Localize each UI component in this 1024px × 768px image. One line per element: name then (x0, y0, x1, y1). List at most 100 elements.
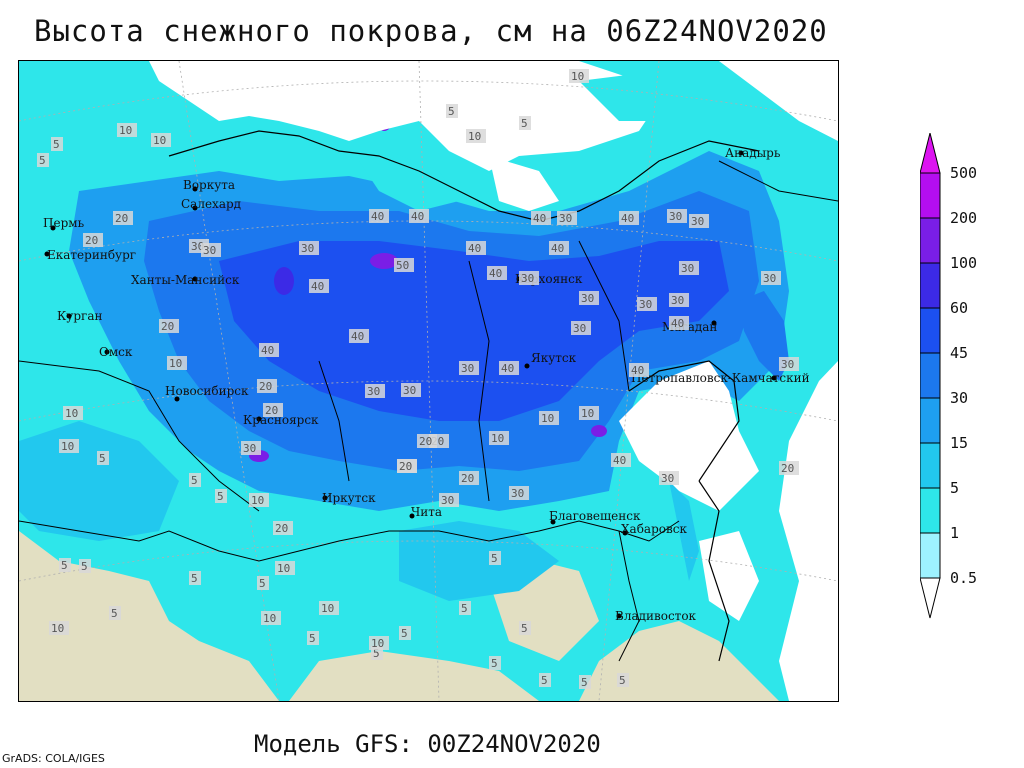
city-label: Анадырь (725, 146, 781, 160)
city-dot (738, 150, 744, 156)
colorbar-level-label: 100 (950, 254, 977, 272)
city-label: Омск (99, 345, 133, 359)
contour-label: 10 (319, 601, 339, 615)
city-dot (524, 363, 530, 369)
contour-label: 5 (215, 489, 227, 503)
svg-text:20: 20 (275, 522, 288, 535)
contour-label: 5 (51, 137, 63, 151)
deep-snow-pocket (274, 267, 294, 295)
svg-text:5: 5 (309, 632, 316, 645)
svg-text:30: 30 (243, 442, 256, 455)
svg-text:40: 40 (311, 280, 324, 293)
city-dot (616, 613, 622, 619)
city-label: Благовещенск (549, 509, 641, 523)
bering-sea (719, 61, 838, 141)
contour-label: 10 (49, 621, 69, 635)
svg-text:5: 5 (581, 676, 588, 689)
city-dot (192, 186, 198, 192)
svg-text:5: 5 (61, 559, 68, 572)
contour-label: 40 (309, 279, 329, 293)
contour-label: 30 (509, 486, 529, 500)
contour-label: 5 (519, 621, 531, 635)
contour-label: 5 (489, 551, 501, 565)
svg-text:30: 30 (511, 487, 524, 500)
city-dot (50, 225, 56, 231)
svg-text:30: 30 (573, 322, 586, 335)
svg-text:5: 5 (53, 138, 60, 151)
svg-text:30: 30 (669, 210, 682, 223)
contour-label: 30 (519, 271, 539, 285)
contour-label: 40 (259, 343, 279, 357)
svg-text:40: 40 (411, 210, 424, 223)
contour-label: 5 (79, 559, 91, 573)
city-label: Чита (411, 505, 442, 519)
contour-label: 10 (579, 406, 599, 420)
contour-label: 30 (201, 243, 221, 257)
svg-text:10: 10 (263, 612, 276, 625)
contour-label: 20 (263, 403, 283, 417)
svg-text:30: 30 (671, 294, 684, 307)
grads-credit: GrADS: COLA/IGES (2, 752, 105, 765)
contour-label: 5 (617, 673, 629, 687)
contour-label: 40 (499, 361, 519, 375)
svg-text:5: 5 (217, 490, 224, 503)
svg-text:30: 30 (763, 272, 776, 285)
deep-snow-pocket (370, 253, 398, 269)
svg-text:40: 40 (613, 454, 626, 467)
svg-text:50: 50 (396, 259, 409, 272)
contour-label: 10 (369, 636, 389, 650)
contour-label: 30 (679, 261, 699, 275)
contour-label: 20 (257, 379, 277, 393)
svg-text:40: 40 (501, 362, 514, 375)
contour-label: 30 (439, 493, 459, 507)
model-footer: Модель GFS: 00Z24NOV2020 (254, 730, 601, 758)
svg-text:20: 20 (161, 320, 174, 333)
snow-depth-map: Анадырь Воркута Салехард Пермь Екатеринб… (18, 60, 839, 702)
coastline (168, 130, 760, 662)
svg-text:30: 30 (367, 385, 380, 398)
contour-label: 30 (689, 214, 709, 228)
svg-text:20: 20 (419, 435, 432, 448)
city-label: Владивосток (615, 609, 697, 623)
colorbar-bottom-triangle (920, 577, 941, 619)
city-dot (44, 251, 50, 257)
svg-text:5: 5 (373, 647, 380, 660)
contour-label: 10 (466, 129, 486, 143)
contour-label: 40 (409, 209, 429, 223)
svg-text:5: 5 (191, 474, 198, 487)
contour-label: 10 (249, 493, 269, 507)
colorbar-level-label: 1 (950, 524, 959, 542)
svg-text:40: 40 (371, 210, 384, 223)
colorbar-level-label: 30 (950, 389, 968, 407)
bare-land-mongolia (289, 651, 539, 701)
city-label: Хабаровск (621, 522, 687, 536)
contour-label: 30 (761, 271, 781, 285)
contour-label: 10 (275, 561, 295, 575)
svg-text:10: 10 (251, 494, 264, 507)
svg-text:30: 30 (301, 242, 314, 255)
svg-text:5: 5 (191, 572, 198, 585)
city-dot (711, 320, 717, 326)
colorbar-level-label: 5 (950, 479, 959, 497)
svg-text:30: 30 (521, 272, 534, 285)
contour-label: 30 (365, 384, 385, 398)
svg-text:20: 20 (259, 380, 272, 393)
sakhalin (669, 481, 699, 581)
colorbar-blocks (920, 133, 941, 619)
svg-text:5: 5 (401, 627, 408, 640)
contour-label: 20 (459, 471, 479, 485)
sea-of-japan (699, 531, 759, 621)
contour-label: 20 (417, 434, 437, 448)
contour-label: 20 (159, 319, 179, 333)
city-label: Пермь (43, 216, 85, 230)
svg-text:10: 10 (468, 130, 481, 143)
svg-text:20: 20 (399, 460, 412, 473)
svg-text:10: 10 (491, 432, 504, 445)
svg-text:40: 40 (551, 242, 564, 255)
svg-text:10: 10 (581, 407, 594, 420)
east-siberian-ice (579, 71, 719, 121)
svg-text:40: 40 (489, 267, 502, 280)
svg-text:30: 30 (203, 244, 216, 257)
colorbar-labels: 500 200 100 60 45 30 15 5 1 0.5 (950, 164, 977, 587)
contour-label: 10 (167, 356, 187, 370)
